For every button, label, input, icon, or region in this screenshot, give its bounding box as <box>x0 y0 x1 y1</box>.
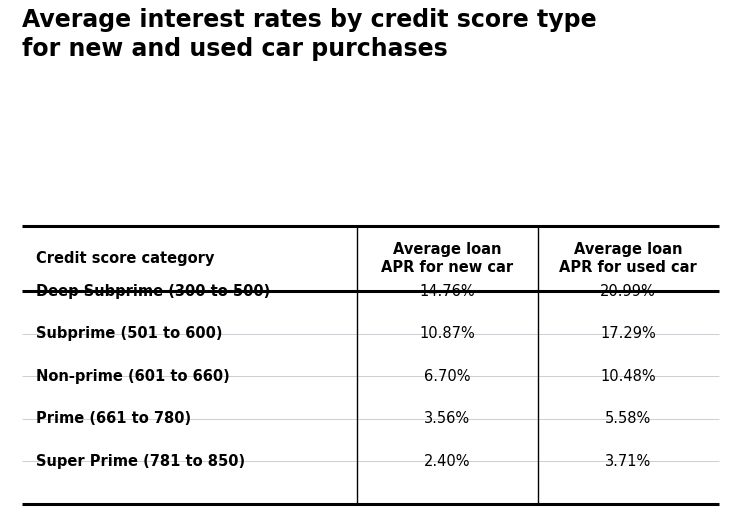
Text: Average interest rates by credit score type
for new and used car purchases: Average interest rates by credit score t… <box>22 8 597 60</box>
Text: 14.76%: 14.76% <box>419 284 475 299</box>
Text: Super Prime (781 to 850): Super Prime (781 to 850) <box>36 454 245 469</box>
Text: Deep Subprime (300 to 500): Deep Subprime (300 to 500) <box>36 284 270 299</box>
Text: Prime (661 to 780): Prime (661 to 780) <box>36 412 190 426</box>
Text: 10.48%: 10.48% <box>600 369 656 384</box>
Text: Credit score category: Credit score category <box>36 251 214 266</box>
Text: 3.56%: 3.56% <box>424 412 471 426</box>
Text: 17.29%: 17.29% <box>600 326 656 341</box>
Text: Average loan
APR for new car: Average loan APR for new car <box>381 242 514 275</box>
Text: Subprime (501 to 600): Subprime (501 to 600) <box>36 326 222 341</box>
Text: 10.87%: 10.87% <box>419 326 475 341</box>
Text: 3.71%: 3.71% <box>605 454 651 469</box>
Text: Non-prime (601 to 660): Non-prime (601 to 660) <box>36 369 229 384</box>
Text: 6.70%: 6.70% <box>424 369 471 384</box>
Text: 5.58%: 5.58% <box>605 412 651 426</box>
Text: Average loan
APR for used car: Average loan APR for used car <box>559 242 697 275</box>
Text: 2.40%: 2.40% <box>424 454 471 469</box>
Text: 20.99%: 20.99% <box>600 284 656 299</box>
